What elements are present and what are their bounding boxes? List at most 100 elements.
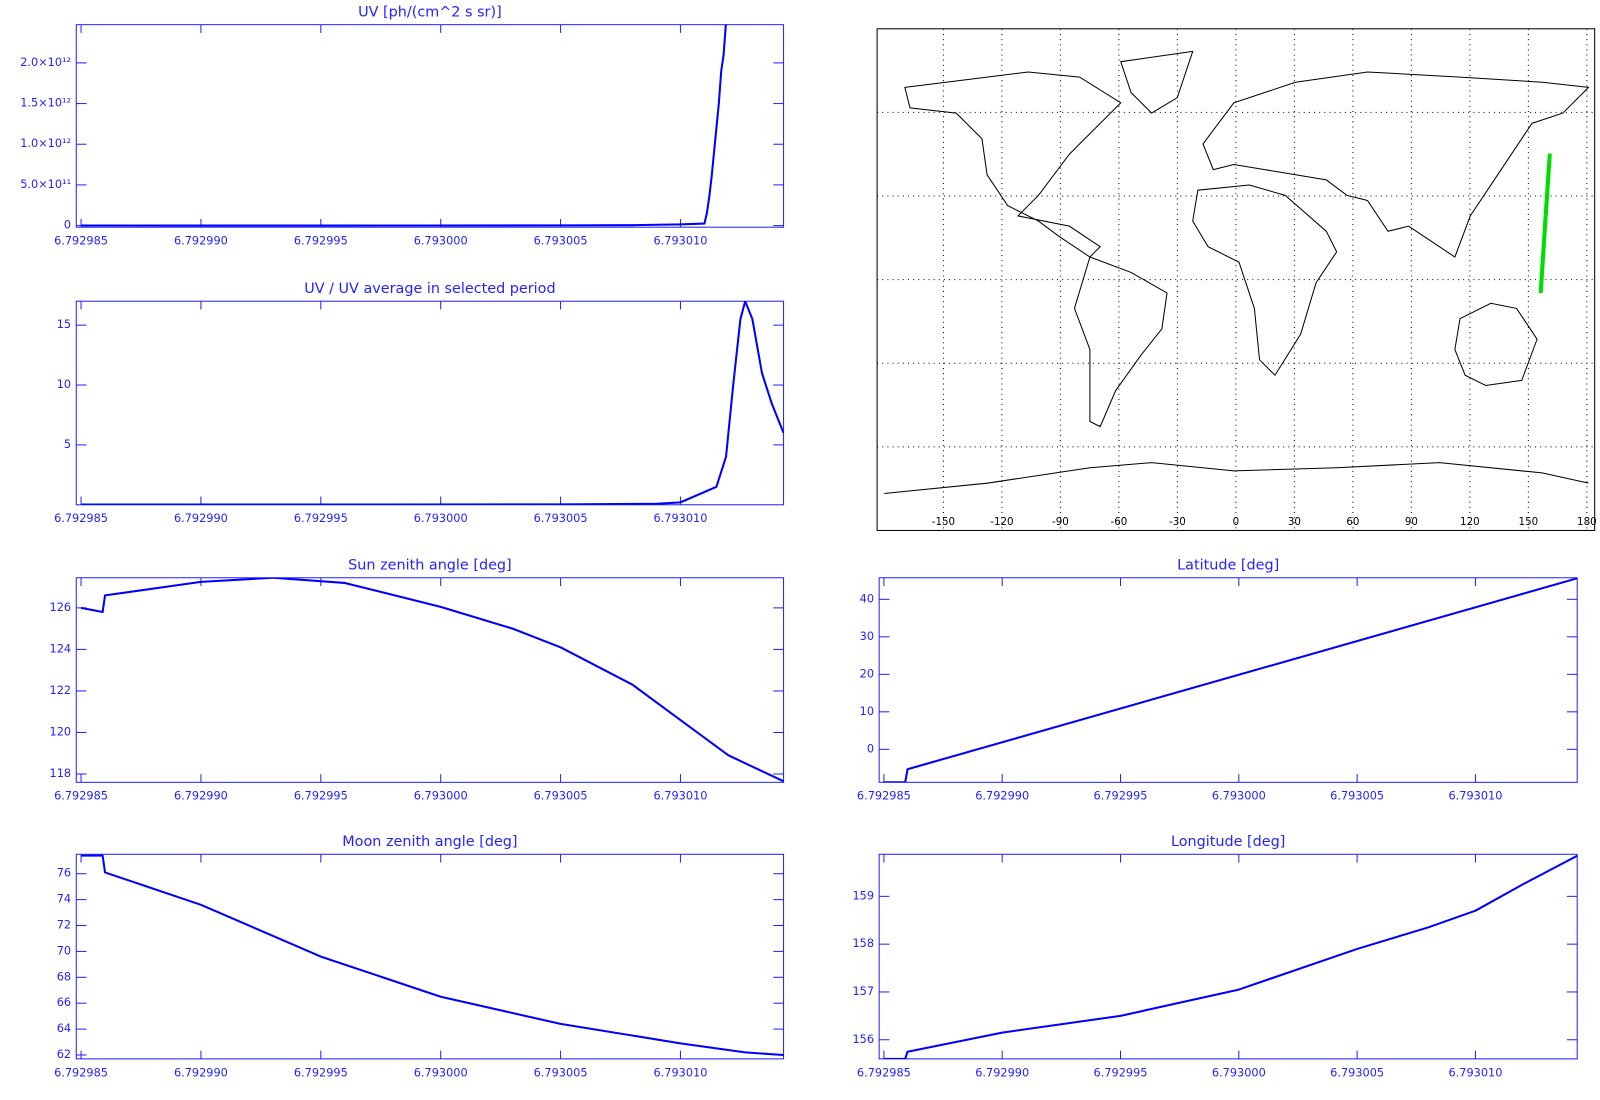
x-tick-label: 6.792995 [294, 790, 348, 803]
x-tick-label: 6.793005 [1330, 790, 1384, 803]
x-tick-label: 6.793010 [1448, 790, 1502, 803]
y-tick-label: 1.0×10¹² [20, 137, 71, 150]
x-tick-label: 6.792995 [294, 512, 348, 525]
y-tick-label: 70 [57, 944, 71, 957]
chart-title: Longitude [deg] [1171, 834, 1285, 850]
x-tick-label: 90 [1405, 516, 1418, 528]
x-tick-label: 150 [1519, 516, 1539, 528]
x-tick-label: 6.793000 [414, 790, 468, 803]
chart-title: Moon zenith angle [deg] [342, 834, 517, 850]
y-tick-label: 118 [50, 767, 72, 780]
y-tick-label: 30 [860, 630, 874, 643]
x-tick-label: 6.793010 [654, 1066, 708, 1079]
y-tick-label: 157 [852, 985, 874, 998]
x-tick-label: 6.793000 [1212, 1066, 1266, 1079]
x-tick-label: 6.793010 [654, 790, 708, 803]
eurasia [1202, 71, 1590, 258]
y-tick-label: 66 [57, 996, 71, 1009]
x-tick-label: 6.793010 [654, 512, 708, 525]
ground-track [1538, 153, 1552, 294]
x-tick-label: 6.792990 [174, 1066, 228, 1079]
data-line [81, 301, 784, 505]
south-america [1073, 256, 1168, 428]
x-tick-label: 30 [1288, 516, 1301, 528]
x-tick-label: 6.793005 [534, 790, 588, 803]
x-tick-label: 6.793010 [1448, 1066, 1502, 1079]
y-tick-label: 40 [860, 592, 874, 605]
x-tick-label: 6.792990 [975, 1066, 1029, 1079]
y-tick-label: 74 [57, 893, 71, 906]
y-tick-label: 10 [860, 705, 874, 718]
north-america [904, 71, 1122, 258]
y-tick-label: 0 [64, 219, 71, 232]
y-tick-label: 5 [64, 438, 71, 451]
y-tick-label: 0 [867, 742, 874, 755]
plot-frame [878, 577, 1578, 783]
x-tick-label: 6.792985 [54, 512, 108, 525]
x-tick-label: 6.792990 [174, 512, 228, 525]
greenland [1120, 50, 1194, 114]
x-tick-label: 6.793005 [534, 512, 588, 525]
plot-frame [75, 577, 785, 783]
x-tick-label: 6.792995 [294, 1066, 348, 1079]
y-tick-label: 64 [57, 1022, 71, 1035]
x-tick-label: 6.792985 [54, 235, 108, 248]
plot-frame [878, 853, 1578, 1060]
australia [1454, 302, 1538, 387]
x-tick-label: -150 [932, 516, 955, 528]
x-tick-label: 6.793000 [414, 512, 468, 525]
x-tick-label: 6.792995 [1094, 790, 1148, 803]
y-tick-label: 62 [57, 1048, 71, 1061]
chart-title: UV [ph/(cm^2 s sr)] [358, 4, 502, 20]
y-tick-label: 126 [50, 601, 72, 614]
x-tick-label: 0 [1233, 516, 1240, 528]
x-tick-label: 120 [1460, 516, 1480, 528]
y-tick-label: 122 [50, 684, 72, 697]
x-tick-label: 60 [1346, 516, 1359, 528]
data-line [883, 577, 1578, 783]
x-tick-label: 6.793000 [414, 1066, 468, 1079]
x-tick-label: 6.792985 [857, 1066, 911, 1079]
plot-frame [75, 24, 785, 228]
x-tick-label: 6.792995 [294, 235, 348, 248]
y-tick-label: 124 [50, 642, 72, 655]
x-tick-label: -30 [1169, 516, 1186, 528]
y-tick-label: 15 [57, 318, 71, 331]
y-tick-label: 156 [852, 1033, 874, 1046]
y-tick-label: 10 [57, 378, 71, 391]
x-tick-label: -90 [1052, 516, 1069, 528]
x-tick-label: 6.793005 [1330, 1066, 1384, 1079]
x-tick-label: -120 [990, 516, 1013, 528]
x-tick-label: 180 [1577, 516, 1597, 528]
coastlines [884, 50, 1590, 494]
y-tick-label: 76 [57, 867, 71, 880]
x-tick-label: 6.792985 [857, 790, 911, 803]
x-tick-label: 6.792990 [174, 790, 228, 803]
y-tick-label: 159 [852, 889, 874, 902]
x-tick-label: 6.793000 [414, 235, 468, 248]
x-tick-label: 6.792990 [975, 790, 1029, 803]
chart-title: Sun zenith angle [deg] [348, 557, 512, 573]
x-tick-label: 6.792985 [54, 790, 108, 803]
plot-frame [75, 853, 785, 1060]
data-line [80, 577, 784, 783]
y-tick-label: 2.0×10¹² [20, 56, 71, 69]
data-line [883, 854, 1578, 1059]
x-tick-label: 6.793005 [534, 1066, 588, 1079]
y-tick-label: 120 [50, 725, 72, 738]
plot-frame [75, 300, 785, 506]
africa [1192, 184, 1338, 377]
x-tick-label: 6.793000 [1212, 790, 1266, 803]
chart-title: Latitude [deg] [1177, 557, 1279, 573]
y-tick-label: 72 [57, 919, 71, 932]
y-tick-label: 68 [57, 970, 71, 983]
x-tick-label: 6.792990 [174, 235, 228, 248]
chart-title: UV / UV average in selected period [304, 281, 555, 297]
y-tick-label: 20 [860, 667, 874, 680]
plot-frame [876, 28, 1596, 531]
data-line [81, 24, 727, 227]
antarctica [884, 462, 1589, 494]
x-tick-label: -60 [1111, 516, 1128, 528]
